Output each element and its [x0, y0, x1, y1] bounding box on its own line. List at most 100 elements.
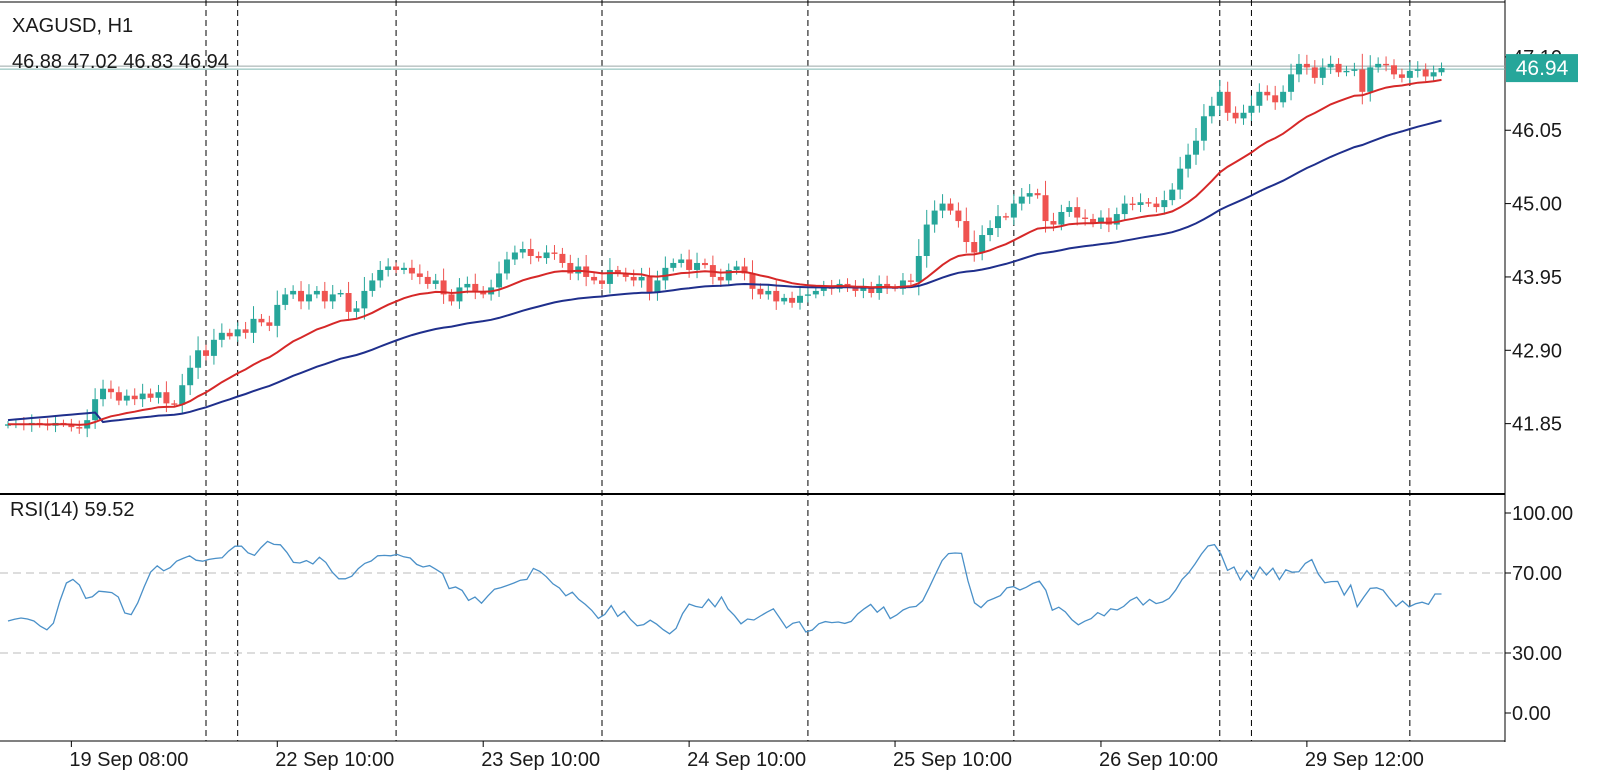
candle [115, 386, 122, 406]
price-tick-label: 43.95 [1512, 267, 1562, 289]
candle [290, 285, 297, 299]
candle-body [915, 255, 922, 282]
time-tick-label: 26 Sep 10:00 [1099, 749, 1218, 771]
candle-body [353, 308, 360, 312]
candle-body [1414, 69, 1421, 71]
candle [250, 306, 257, 343]
price-tick-label: 41.85 [1512, 414, 1562, 436]
candle [179, 373, 186, 414]
candle-body [1185, 154, 1192, 169]
rsi-reference-lines [0, 572, 1505, 654]
candle [630, 269, 637, 287]
candle-body [1224, 91, 1231, 113]
candle [1216, 79, 1223, 116]
candle-body [979, 235, 986, 253]
candle [424, 270, 431, 289]
candle [187, 355, 194, 396]
candle [1129, 196, 1136, 211]
candle [242, 321, 249, 339]
candle-body [551, 252, 558, 254]
candle [963, 207, 970, 253]
candle-body [115, 392, 122, 401]
candle-body [218, 332, 225, 340]
candle [139, 383, 146, 408]
candle [1161, 190, 1168, 215]
candle [559, 247, 566, 268]
candle-body [559, 253, 566, 263]
candle-body [622, 273, 629, 277]
candle [599, 273, 605, 290]
candle [1090, 213, 1097, 228]
candle-body [1319, 67, 1326, 78]
candle [1438, 62, 1445, 76]
candle-body [947, 203, 954, 211]
candle [1391, 59, 1397, 80]
candle-body [179, 385, 186, 405]
rsi-axis: 100.00 70.00 30.00 0.00 [1505, 503, 1573, 725]
candle-body [1018, 196, 1025, 204]
candle [1430, 65, 1437, 82]
candle-body [131, 395, 138, 400]
candle-body [377, 269, 384, 281]
candle-body [92, 399, 99, 421]
candle [385, 258, 392, 277]
candle-body [1113, 214, 1120, 225]
chart-frame [0, 0, 1506, 742]
candle [1169, 183, 1176, 206]
candle-body [203, 350, 209, 356]
candle-body [1129, 203, 1136, 205]
candle-body [686, 259, 693, 270]
candle-body [250, 318, 257, 333]
candle-body [1153, 203, 1160, 208]
candle-body [76, 427, 83, 429]
candle [1185, 143, 1192, 178]
candle [1105, 208, 1112, 233]
candle [804, 286, 811, 303]
rsi-tick-label: 30.00 [1512, 643, 1562, 665]
candle [1137, 193, 1144, 213]
candle [147, 388, 154, 402]
time-tick-label: 22 Sep 10:00 [275, 749, 394, 771]
candle-body [670, 262, 677, 268]
candle [955, 202, 962, 228]
candle [519, 241, 526, 259]
candle-body [995, 216, 1001, 229]
candle-body [599, 280, 605, 284]
candle-body [432, 280, 439, 284]
candle [131, 388, 138, 406]
candle [408, 259, 415, 280]
candle [899, 273, 906, 295]
candle [1303, 54, 1310, 75]
candle [789, 291, 796, 308]
time-tick-label: 25 Sep 10:00 [893, 749, 1012, 771]
candle-body [725, 269, 732, 281]
candle-body [567, 262, 574, 274]
candle [1248, 95, 1255, 121]
candle [527, 238, 534, 265]
time-tick-label: 24 Sep 10:00 [687, 749, 806, 771]
candle [543, 245, 550, 264]
candle [195, 336, 202, 379]
candle-body [852, 287, 859, 291]
candle [1074, 197, 1081, 226]
candle [939, 194, 946, 219]
candle-body [274, 304, 281, 326]
candle [1010, 194, 1017, 226]
candle-body [401, 267, 407, 270]
current-price-tag-background [1506, 54, 1578, 83]
rsi-indicator-label: RSI(14) 59.52 [10, 499, 135, 521]
candle-body [1177, 168, 1184, 190]
candle-body [638, 276, 645, 281]
candle-body [630, 276, 637, 281]
candle [1351, 62, 1358, 77]
candle-body [448, 294, 455, 302]
candle-body [1383, 63, 1390, 66]
candle [1327, 55, 1334, 74]
candle [971, 230, 978, 262]
candle-body [781, 297, 788, 302]
symbol-timeframe-label: XAGUSD, H1 [12, 15, 133, 37]
candle-body [163, 392, 170, 404]
candle [662, 256, 669, 290]
